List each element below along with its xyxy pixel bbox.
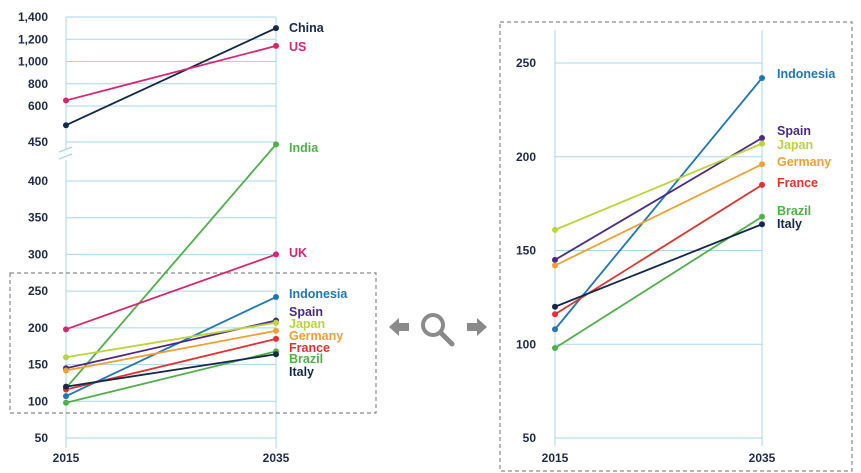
y-tick-label: 1,000 [18, 55, 48, 69]
zoom-panel-box [499, 21, 853, 472]
series-label-japan: Japan [289, 317, 325, 331]
point-indonesia-2035 [273, 294, 279, 301]
y-tick-label: 150 [516, 244, 536, 258]
point-brazil-2015 [552, 345, 558, 351]
magnifier-handle [438, 330, 455, 347]
y-tick-label: 50 [523, 431, 537, 445]
y-tick-label: 300 [28, 247, 48, 261]
series-label-brazil: Brazil [289, 352, 323, 366]
point-spain-2015 [552, 256, 558, 263]
zoom-region-box [9, 272, 377, 414]
y-tick-label: 200 [28, 321, 48, 335]
point-uk-2035 [273, 251, 279, 258]
x-tick-label: 2035 [749, 451, 776, 465]
arrow-right-icon [467, 318, 487, 336]
y-tick-label: 50 [35, 431, 49, 445]
point-indonesia-2035 [759, 75, 765, 81]
y-tick-label: 250 [28, 284, 48, 298]
x-tick-label: 2035 [263, 451, 290, 465]
y-tick-label: 150 [28, 358, 48, 372]
point-us-2035 [273, 42, 279, 49]
point-japan-2035 [273, 319, 279, 326]
point-japan-2035 [759, 140, 765, 147]
series-label-indonesia: Indonesia [289, 287, 348, 301]
series-label-us: US [289, 40, 306, 54]
series-line-india [65, 143, 277, 389]
series-line-italy [65, 353, 277, 388]
arrow-left-icon [389, 318, 409, 336]
point-italy-2035 [759, 221, 765, 228]
point-us-2015 [63, 97, 69, 104]
point-uk-2015 [63, 326, 69, 333]
right-chart: 250 200 150 100 50 2015 2035 Indonesia SpainJapa… [499, 21, 853, 472]
point-japan-2015 [63, 354, 69, 361]
series-line-japan [65, 321, 277, 359]
point-india-2035 [273, 141, 279, 148]
y-tick-label: 600 [28, 99, 48, 113]
y-tick-label: 200 [516, 150, 536, 164]
series-label-italy: Italy [289, 365, 314, 379]
series-label-france: France [777, 176, 818, 190]
magnifier-lens [421, 313, 445, 337]
series-line-indonesia [554, 77, 763, 330]
y-tick-label: 400 [28, 174, 48, 188]
point-brazil-2015 [63, 399, 69, 406]
series-label-france: France [289, 341, 330, 355]
point-germany-2035 [273, 327, 279, 334]
series-label-india: India [289, 141, 319, 155]
y-tick-label: 800 [28, 77, 48, 91]
series-label-spain: Spain [777, 124, 811, 138]
point-indonesia-2015 [552, 326, 558, 333]
series-line-indonesia [65, 296, 277, 397]
point-italy-2015 [552, 303, 558, 310]
series-label-spain: Spain [289, 305, 323, 319]
left-chart: 1,400 1,200 1,000 800 600 450 400 350 300 250 200 1… [9, 10, 377, 465]
point-indonesia-2015 [63, 393, 69, 400]
x-tick-label: 2015 [53, 451, 80, 465]
zoom-widget [389, 313, 487, 347]
series-line-us [65, 45, 277, 102]
point-germany-2035 [759, 161, 765, 168]
series-label-china: China [289, 21, 325, 35]
series-line-germany [554, 163, 763, 267]
magnifier-icon [421, 313, 455, 347]
point-spain-2035 [759, 135, 765, 141]
y-tick-label: 100 [516, 337, 536, 351]
y-tick-label: 1,400 [18, 10, 48, 24]
series-line-germany [65, 329, 277, 372]
axis-break-mark [58, 146, 73, 160]
point-japan-2015 [552, 226, 558, 233]
point-brazil-2035 [759, 213, 765, 220]
series-line-japan [554, 142, 763, 231]
point-france-2035 [759, 181, 765, 188]
x-tick-label: 2015 [542, 451, 569, 465]
series-label-italy: Italy [777, 217, 802, 231]
y-tick-label: 1,200 [18, 32, 48, 46]
y-tick-label: 450 [28, 135, 48, 149]
series-label-indonesia: Indonesia [777, 67, 836, 81]
series-line-china [65, 27, 277, 127]
point-italy-2015 [63, 383, 69, 390]
y-tick-label: 100 [28, 394, 48, 408]
point-germany-2015 [63, 367, 69, 374]
point-france-2035 [273, 335, 279, 342]
series-label-germany: Germany [289, 329, 343, 343]
series-label-japan: Japan [777, 138, 813, 152]
point-china-2015 [63, 122, 69, 129]
series-label-germany: Germany [777, 155, 831, 169]
point-france-2015 [552, 311, 558, 318]
series-line-uk [65, 253, 277, 331]
y-tick-label: 250 [516, 56, 536, 70]
series-label-brazil: Brazil [777, 204, 811, 218]
point-germany-2015 [552, 262, 558, 269]
series-label-uk: UK [289, 246, 307, 260]
series-line-italy [554, 223, 763, 308]
point-italy-2035 [273, 351, 279, 358]
point-china-2035 [273, 25, 279, 32]
y-tick-label: 350 [28, 211, 48, 225]
